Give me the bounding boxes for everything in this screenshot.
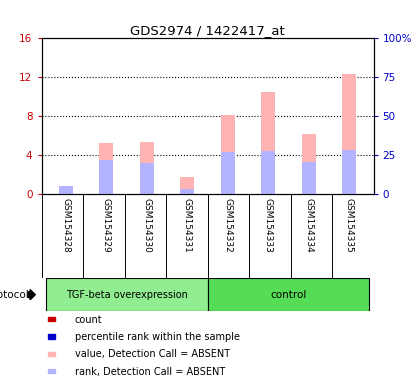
Text: GSM154334: GSM154334 xyxy=(304,198,313,253)
Bar xyxy=(46,278,208,311)
Bar xyxy=(99,143,113,194)
FancyArrow shape xyxy=(28,290,35,300)
Title: GDS2974 / 1422417_at: GDS2974 / 1422417_at xyxy=(130,24,285,37)
Text: control: control xyxy=(270,290,307,300)
Text: GSM154330: GSM154330 xyxy=(142,198,151,253)
Text: GSM154333: GSM154333 xyxy=(264,198,273,253)
Text: GSM154328: GSM154328 xyxy=(61,198,70,253)
Text: GSM154335: GSM154335 xyxy=(345,198,354,253)
Text: rank, Detection Call = ABSENT: rank, Detection Call = ABSENT xyxy=(75,366,225,377)
Bar xyxy=(48,317,55,321)
Bar xyxy=(180,177,194,194)
Bar xyxy=(48,334,55,339)
Bar xyxy=(208,278,369,311)
Text: count: count xyxy=(75,314,103,325)
Text: protocol: protocol xyxy=(0,290,29,300)
Bar xyxy=(302,134,316,194)
Text: TGF-beta overexpression: TGF-beta overexpression xyxy=(66,290,188,300)
Bar xyxy=(180,189,194,194)
Bar xyxy=(48,352,55,356)
Bar xyxy=(261,92,275,194)
Bar xyxy=(59,187,73,194)
Bar xyxy=(342,74,356,194)
Text: GSM154331: GSM154331 xyxy=(183,198,192,253)
Bar xyxy=(261,151,275,194)
Bar xyxy=(140,163,154,194)
Bar xyxy=(342,150,356,194)
Bar xyxy=(48,369,55,373)
Bar xyxy=(221,152,235,194)
Bar xyxy=(59,185,73,194)
Bar xyxy=(302,162,316,194)
Text: value, Detection Call = ABSENT: value, Detection Call = ABSENT xyxy=(75,349,230,359)
Bar xyxy=(99,160,113,194)
Text: GSM154329: GSM154329 xyxy=(102,198,111,253)
Text: percentile rank within the sample: percentile rank within the sample xyxy=(75,332,240,342)
Bar xyxy=(140,142,154,194)
Text: GSM154332: GSM154332 xyxy=(223,198,232,253)
Bar xyxy=(221,115,235,194)
